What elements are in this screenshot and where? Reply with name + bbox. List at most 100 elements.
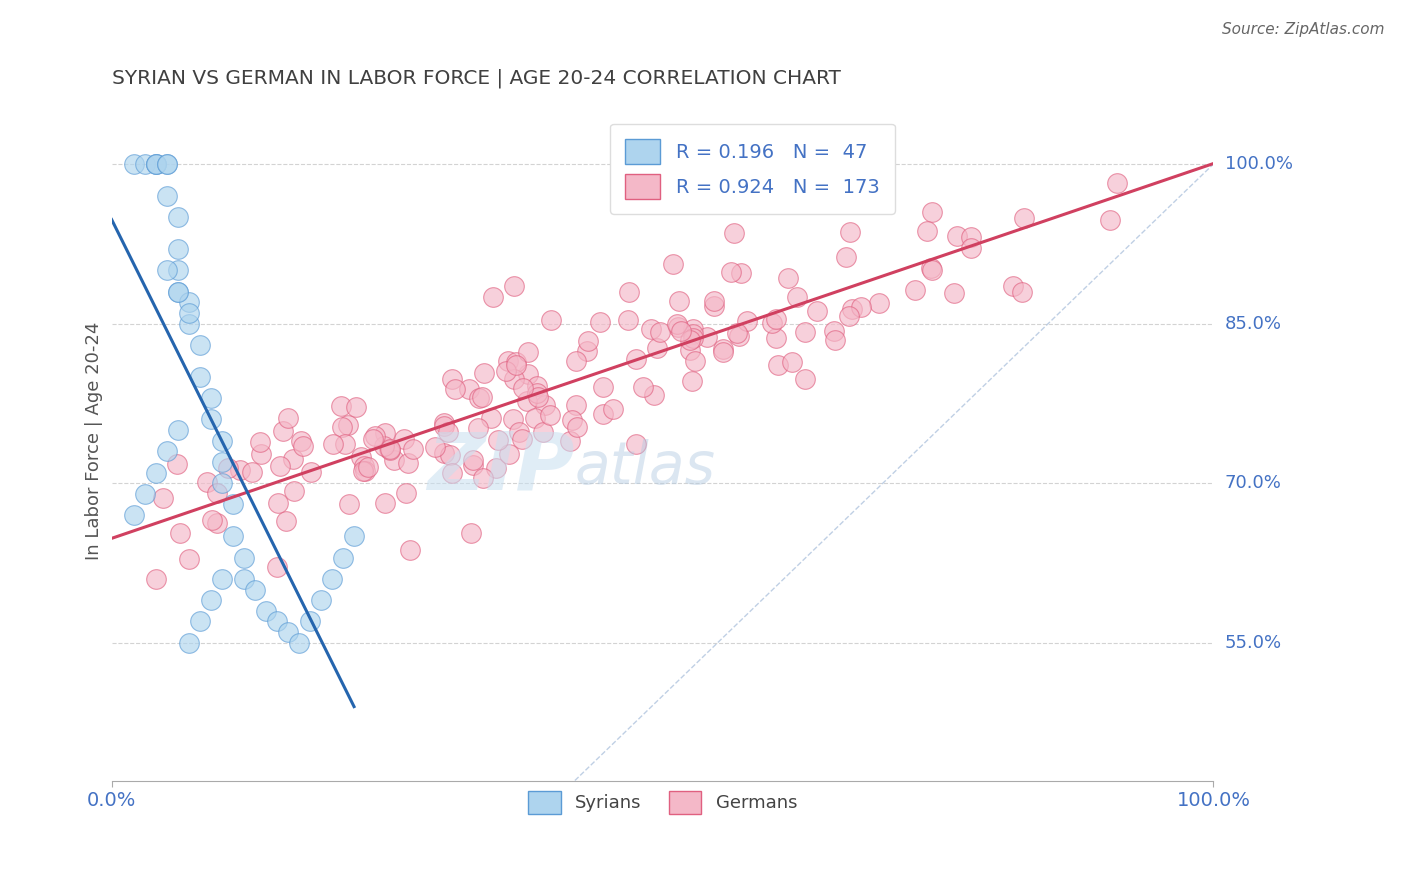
Point xyxy=(277,625,299,640)
Point xyxy=(145,466,167,480)
Point xyxy=(461,452,484,467)
Point xyxy=(292,439,315,453)
Point xyxy=(396,456,419,470)
Point xyxy=(526,386,548,401)
Point xyxy=(1099,213,1122,227)
Point xyxy=(661,257,683,271)
Point xyxy=(373,439,395,453)
Point xyxy=(436,425,458,440)
Text: 100.0%: 100.0% xyxy=(1225,155,1292,173)
Point xyxy=(156,157,179,171)
Point xyxy=(531,425,554,440)
Point xyxy=(643,387,665,401)
Point xyxy=(696,329,718,343)
Point xyxy=(269,458,291,473)
Point xyxy=(510,432,533,446)
Point xyxy=(839,225,862,239)
Point xyxy=(679,343,702,358)
Point xyxy=(281,452,304,467)
Point xyxy=(868,296,890,310)
Point xyxy=(195,475,218,490)
Point xyxy=(395,486,418,500)
Point xyxy=(681,374,703,388)
Point xyxy=(337,497,360,511)
Point xyxy=(378,442,401,457)
Point xyxy=(217,460,239,475)
Point xyxy=(274,514,297,528)
Point xyxy=(240,465,263,479)
Point xyxy=(207,516,229,531)
Point xyxy=(382,452,405,467)
Point xyxy=(211,572,233,586)
Point xyxy=(728,329,751,343)
Point xyxy=(1011,285,1033,299)
Point xyxy=(166,285,188,299)
Point xyxy=(283,483,305,498)
Point xyxy=(682,322,704,336)
Point xyxy=(575,343,598,358)
Point xyxy=(617,285,640,299)
Point xyxy=(156,157,179,171)
Point xyxy=(512,381,534,395)
Point xyxy=(145,157,167,171)
Point xyxy=(564,398,586,412)
Point xyxy=(472,471,495,485)
Point xyxy=(1107,176,1129,190)
Point xyxy=(322,436,344,450)
Point xyxy=(904,283,927,297)
Point xyxy=(711,345,734,359)
Point xyxy=(837,184,859,198)
Point xyxy=(211,434,233,448)
Point xyxy=(232,550,254,565)
Text: ZIP: ZIP xyxy=(427,429,575,507)
Point xyxy=(423,440,446,454)
Point xyxy=(561,413,583,427)
Point xyxy=(765,330,787,344)
Point xyxy=(309,593,332,607)
Point xyxy=(780,355,803,369)
Point xyxy=(321,572,343,586)
Point xyxy=(188,369,211,384)
Point xyxy=(344,401,367,415)
Point xyxy=(353,458,375,473)
Point xyxy=(592,407,614,421)
Point xyxy=(624,437,647,451)
Point xyxy=(156,189,179,203)
Point xyxy=(266,615,288,629)
Point xyxy=(725,326,748,340)
Point xyxy=(472,366,495,380)
Point xyxy=(502,412,524,426)
Point xyxy=(589,315,612,329)
Point xyxy=(298,615,321,629)
Point xyxy=(720,265,742,279)
Point xyxy=(496,354,519,368)
Y-axis label: In Labor Force | Age 20-24: In Labor Force | Age 20-24 xyxy=(86,321,103,560)
Point xyxy=(399,543,422,558)
Point xyxy=(592,379,614,393)
Point xyxy=(177,317,200,331)
Point xyxy=(211,455,233,469)
Point xyxy=(374,496,396,510)
Point xyxy=(682,327,704,342)
Point xyxy=(1002,279,1025,293)
Point xyxy=(290,434,312,449)
Point xyxy=(920,260,942,275)
Text: 70.0%: 70.0% xyxy=(1225,475,1281,492)
Point xyxy=(945,228,967,243)
Point xyxy=(332,550,354,565)
Point xyxy=(444,383,467,397)
Point xyxy=(166,263,188,277)
Point xyxy=(505,358,527,372)
Point xyxy=(1012,211,1035,226)
Point xyxy=(471,390,494,404)
Point xyxy=(177,636,200,650)
Point xyxy=(516,393,538,408)
Point xyxy=(364,429,387,443)
Point xyxy=(467,421,489,435)
Point xyxy=(394,432,416,446)
Point xyxy=(617,313,640,327)
Point xyxy=(645,341,668,355)
Point xyxy=(177,295,200,310)
Point xyxy=(484,460,506,475)
Point xyxy=(834,161,856,176)
